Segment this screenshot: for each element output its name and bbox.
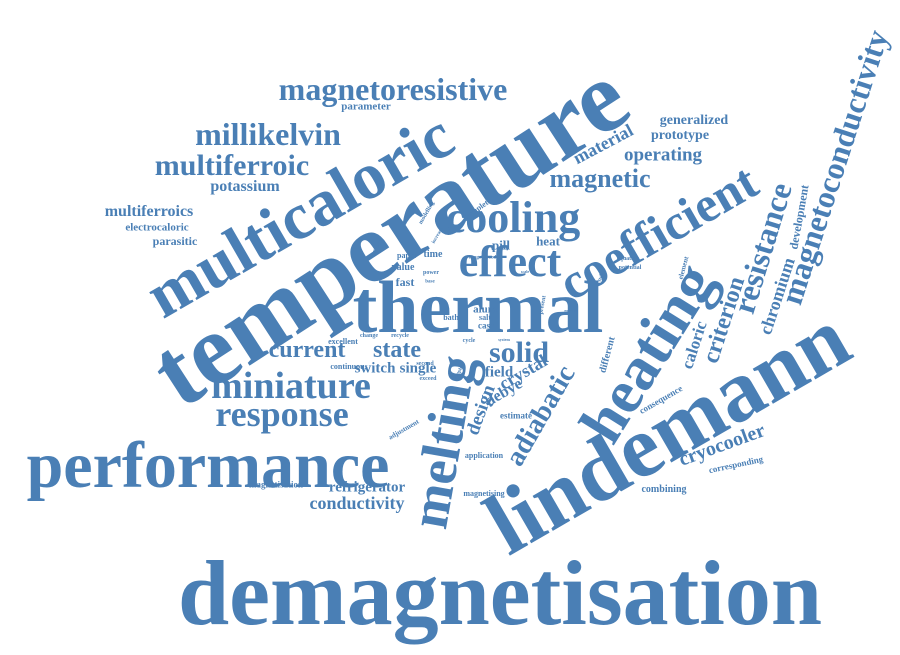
word-excellent: excellent bbox=[328, 337, 358, 346]
word-heat: heat bbox=[536, 233, 560, 249]
word-millikelvin: millikelvin bbox=[195, 116, 341, 152]
word-effect: effect bbox=[458, 237, 562, 286]
word-continuous: continuous bbox=[330, 362, 368, 371]
word-range: range bbox=[468, 255, 482, 261]
word-equation: equation bbox=[616, 256, 640, 262]
word-multiferroics: multiferroics bbox=[104, 203, 194, 220]
word-report: report bbox=[564, 309, 578, 315]
word-potential: potential bbox=[618, 265, 642, 271]
word-generalized: generalized bbox=[659, 113, 729, 128]
word-prototype: prototype bbox=[650, 128, 710, 143]
word-electrocaloric: electrocaloric bbox=[125, 221, 189, 234]
word-performance: performance bbox=[26, 429, 390, 502]
word-time: time bbox=[423, 249, 443, 260]
word-switch: switch bbox=[354, 360, 396, 377]
word-salt: salt bbox=[479, 313, 491, 322]
word-refrigerator: refrigerator bbox=[328, 479, 406, 496]
word-system: system bbox=[498, 337, 510, 342]
word-case: case bbox=[478, 320, 494, 331]
word-single: single bbox=[399, 360, 437, 377]
word-magnetoresistive: magnetoresistive bbox=[278, 71, 508, 107]
word-pill: pill bbox=[491, 237, 511, 253]
word-combining: combining bbox=[641, 484, 687, 495]
word-response: response bbox=[215, 394, 349, 434]
word-base: base bbox=[425, 279, 435, 285]
word-multiferroic: multiferroic bbox=[154, 149, 310, 182]
word-change: change bbox=[360, 333, 378, 339]
word-magnetising: magnetising bbox=[463, 489, 505, 498]
word-recycle: recycle bbox=[391, 333, 409, 339]
word-parameter: parameter bbox=[341, 100, 391, 113]
word-fast: fast bbox=[395, 275, 415, 289]
word-magnetisation: magnetisation bbox=[249, 479, 303, 490]
word-second: second bbox=[416, 361, 434, 367]
word-state: state bbox=[373, 337, 421, 363]
word-power: power bbox=[423, 270, 439, 276]
word-field: field bbox=[484, 364, 514, 381]
word-cycle: cycle bbox=[462, 338, 476, 344]
word-operating: operating bbox=[623, 144, 703, 166]
word-paper: paper bbox=[397, 251, 417, 260]
word-application: application bbox=[464, 451, 504, 460]
word-alum: alum bbox=[473, 303, 497, 316]
word-conductivity: conductivity bbox=[309, 493, 405, 513]
word-solid: solid bbox=[488, 336, 550, 369]
word-miniature: miniature bbox=[211, 365, 371, 407]
word-cooling: cooling bbox=[445, 193, 581, 242]
word-speed: speed bbox=[484, 255, 496, 261]
word-estimate: estimate bbox=[500, 410, 532, 421]
word-thermal: thermal bbox=[352, 267, 604, 349]
word-demagnetisation: demagnetisation bbox=[178, 542, 822, 644]
word-current: current bbox=[268, 337, 346, 363]
word-debye: debye bbox=[482, 375, 526, 410]
word-exceed: exceed bbox=[419, 376, 437, 382]
word-scale: scale bbox=[520, 269, 530, 274]
word-potassium: potassium bbox=[210, 178, 280, 195]
word-magnetic: magnetic bbox=[549, 164, 651, 193]
word-bath: bath bbox=[443, 313, 459, 322]
word-value: value bbox=[391, 262, 415, 273]
word-melting: melting bbox=[398, 351, 488, 533]
word-parasitic: parasitic bbox=[152, 234, 198, 248]
